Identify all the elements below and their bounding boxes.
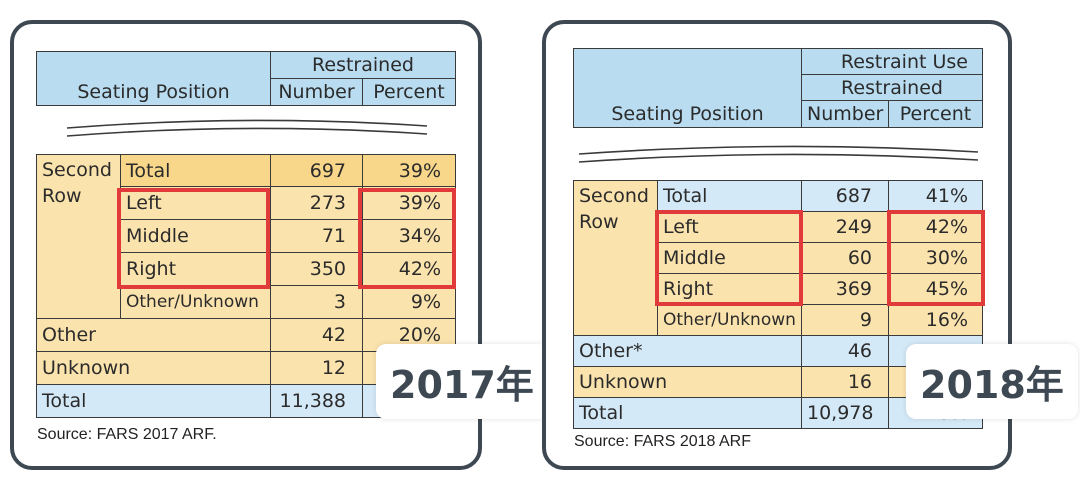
row-number-middle: 60 bbox=[801, 242, 889, 274]
row-label-grand-total: Total bbox=[573, 397, 802, 429]
table-row: Other/Unknown 9 16% bbox=[574, 304, 983, 336]
omission-break bbox=[573, 127, 983, 181]
row-number-right: 369 bbox=[801, 273, 889, 305]
percent-header: Percent bbox=[888, 100, 983, 128]
row-number-unknown: 12 bbox=[270, 351, 363, 385]
table-row: Other 42 20% bbox=[36, 318, 457, 352]
seating-position-header: Seating Position bbox=[573, 48, 802, 128]
row-label-left: Left bbox=[120, 186, 271, 220]
row-label-other-unknown: Other/Unknown bbox=[657, 304, 802, 336]
row-percent-total: 39% bbox=[361, 154, 457, 187]
row-percent-other-unknown: 9% bbox=[361, 285, 457, 319]
row-number-grand-total: 10,978 bbox=[801, 397, 889, 429]
restrained-header: Restrained bbox=[801, 74, 983, 101]
row-number-left: 249 bbox=[801, 211, 889, 243]
row-number-middle: 71 bbox=[270, 219, 363, 253]
number-header: Number bbox=[801, 100, 889, 128]
restraint-table-2018: Seating Position Restraint Use Restraine… bbox=[573, 48, 983, 429]
row-label-middle: Middle bbox=[120, 219, 271, 253]
row-label-total: Total bbox=[120, 154, 271, 187]
restraint-table-2017: Seating Position Restrained Number Perce… bbox=[36, 51, 457, 418]
row-percent-other-unknown: 16% bbox=[888, 304, 983, 336]
row-percent-total: 41% bbox=[888, 180, 983, 212]
table-row: Middle 71 34% bbox=[37, 219, 457, 253]
row-number-grand-total: 11,388 bbox=[270, 384, 363, 418]
wavy-break-lines bbox=[578, 145, 978, 163]
year-badge-2018: 2018年 bbox=[906, 344, 1078, 419]
table-row: Other* 46 bbox=[573, 335, 983, 367]
source-note-2018: Source: FARS 2018 ARF bbox=[574, 433, 751, 450]
row-label-unknown: Unknown bbox=[573, 366, 802, 398]
second-row-group-label: Second Row bbox=[36, 154, 121, 319]
row-number-total: 697 bbox=[270, 154, 363, 187]
row-label-left: Left bbox=[657, 211, 802, 243]
row-label-other-unknown: Other/Unknown bbox=[120, 285, 271, 319]
row-number-other-unknown: 3 bbox=[270, 285, 363, 319]
row-percent-right: 45% bbox=[888, 273, 983, 305]
second-row-group-label: Second Row bbox=[573, 180, 658, 336]
row-label-grand-total: Total bbox=[36, 384, 271, 418]
omission-break bbox=[36, 105, 456, 155]
number-header: Number bbox=[270, 78, 363, 106]
table-row: Left 249 42% bbox=[574, 211, 983, 243]
row-number-total: 687 bbox=[801, 180, 889, 212]
table-row: Other/Unknown 3 9% bbox=[37, 285, 457, 319]
row-label-other: Other bbox=[36, 318, 271, 352]
row-label-total: Total bbox=[657, 180, 802, 212]
row-percent-middle: 34% bbox=[361, 219, 457, 253]
row-number-other-unknown: 9 bbox=[801, 304, 889, 336]
row-label-unknown: Unknown bbox=[36, 351, 271, 385]
row-number-left: 273 bbox=[270, 186, 363, 220]
table-row: Total 10,978 48% bbox=[573, 397, 983, 429]
seating-position-header: Seating Position bbox=[36, 51, 271, 106]
row-label-other: Other* bbox=[573, 335, 802, 367]
year-badge-2017: 2017年 bbox=[376, 344, 548, 419]
row-percent-middle: 30% bbox=[888, 242, 983, 274]
percent-header: Percent bbox=[361, 78, 457, 106]
row-label-right: Right bbox=[657, 273, 802, 305]
row-number-other: 46 bbox=[801, 335, 889, 367]
table-row: Total 11,388 bbox=[36, 384, 457, 418]
row-number-right: 350 bbox=[270, 252, 363, 286]
row-percent-right: 42% bbox=[361, 252, 457, 286]
row-number-other: 42 bbox=[270, 318, 363, 352]
restrained-header: Restrained bbox=[269, 51, 457, 79]
row-percent-left: 42% bbox=[888, 211, 983, 243]
restraint-use-header: Restraint Use bbox=[801, 48, 983, 75]
row-percent-left: 39% bbox=[361, 186, 457, 220]
source-note-2017: Source: FARS 2017 ARF. bbox=[37, 426, 217, 443]
wavy-break-lines bbox=[66, 119, 427, 137]
row-number-unknown: 16 bbox=[801, 366, 889, 398]
row-label-middle: Middle bbox=[657, 242, 802, 274]
row-label-right: Right bbox=[120, 252, 271, 286]
table-row: Middle 60 30% bbox=[574, 242, 983, 274]
